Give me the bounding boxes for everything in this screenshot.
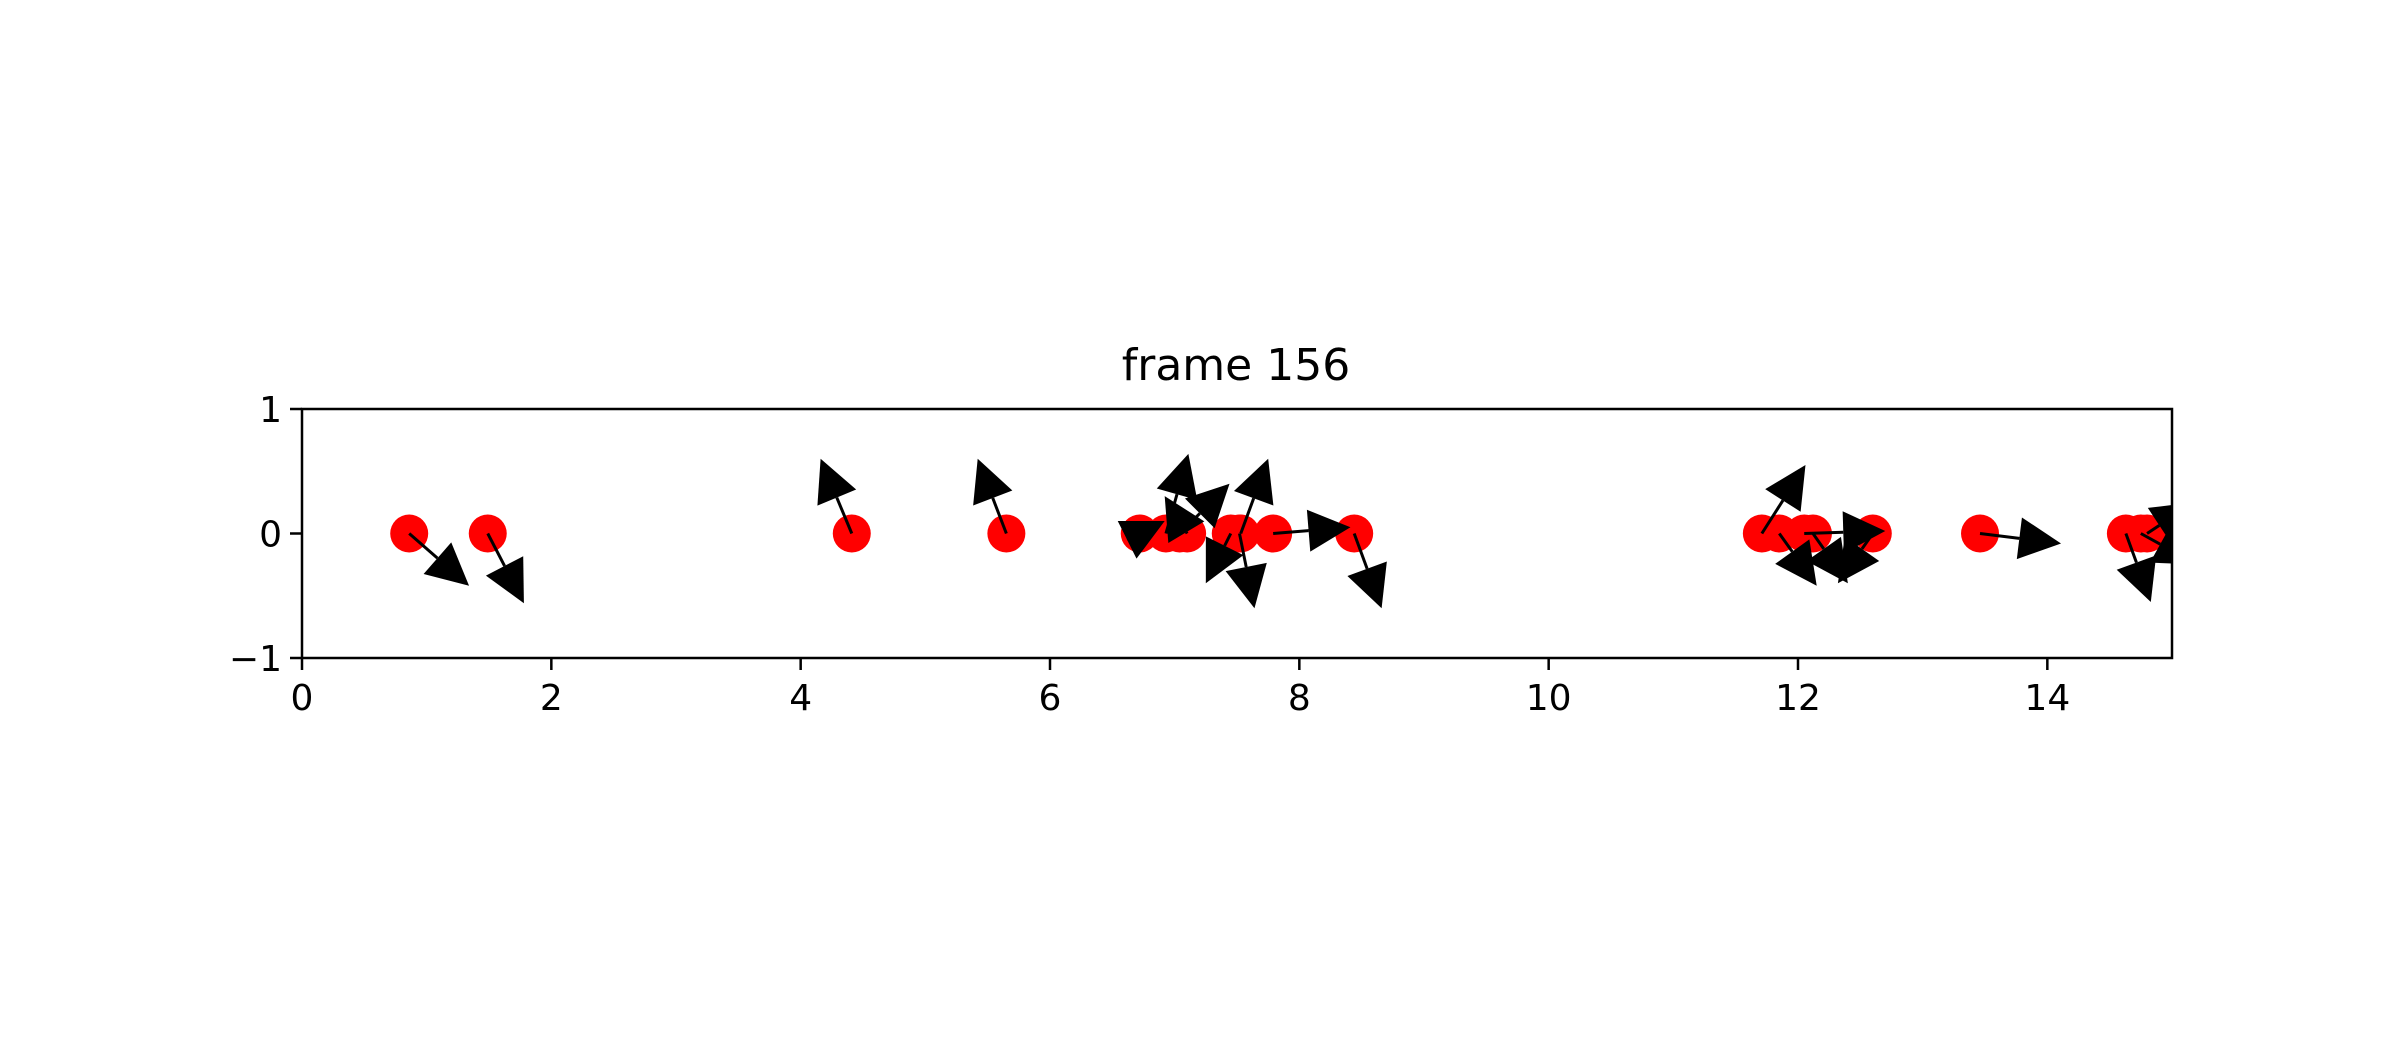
- velocity-arrow: [1775, 532, 1817, 586]
- plot-content: [390, 453, 2172, 609]
- velocity-arrow: [1233, 458, 1274, 535]
- x-tick-label: 8: [1288, 678, 1311, 719]
- velocity-arrow: [1273, 509, 1351, 552]
- velocity-arrow: [1804, 511, 1886, 554]
- velocity-arrow: [2116, 532, 2157, 602]
- x-tick-label: 10: [1526, 678, 1572, 719]
- velocity-arrow: [1225, 533, 1267, 609]
- x-tick-label: 6: [1039, 678, 1062, 719]
- velocity-arrow: [1347, 532, 1387, 609]
- x-axis-ticks: 0 2 4 6 8 10 12 14: [291, 658, 2070, 719]
- velocity-arrow: [1164, 496, 1205, 543]
- velocity-arrow: [1979, 517, 2062, 560]
- velocity-arrow: [2146, 505, 2172, 543]
- velocity-arrow: [973, 458, 1013, 535]
- y-tick-label: 1: [259, 390, 282, 431]
- velocity-arrow: [485, 532, 524, 604]
- y-axis-ticks: −1 0 1: [229, 390, 302, 680]
- velocity-arrow: [1117, 521, 1165, 559]
- chart-title: frame 156: [1122, 340, 1350, 391]
- x-tick-label: 4: [789, 678, 812, 719]
- velocity-arrow: [1806, 532, 1848, 584]
- velocity-arrow: [408, 532, 470, 586]
- x-tick-label: 14: [2024, 678, 2070, 719]
- point-marker: [987, 514, 1026, 553]
- velocity-arrows: [408, 453, 2172, 609]
- y-tick-label: 0: [259, 515, 282, 556]
- velocity-arrow: [1760, 465, 1806, 535]
- velocity-arrow: [1837, 532, 1880, 584]
- velocity-arrow: [817, 458, 857, 535]
- plot-frame: [300, 407, 2174, 660]
- x-tick-label: 0: [291, 678, 314, 719]
- x-tick-label: 2: [540, 678, 563, 719]
- velocity-arrow: [1205, 532, 1244, 584]
- y-tick-label: −1: [229, 639, 282, 680]
- x-tick-label: 12: [1775, 678, 1821, 719]
